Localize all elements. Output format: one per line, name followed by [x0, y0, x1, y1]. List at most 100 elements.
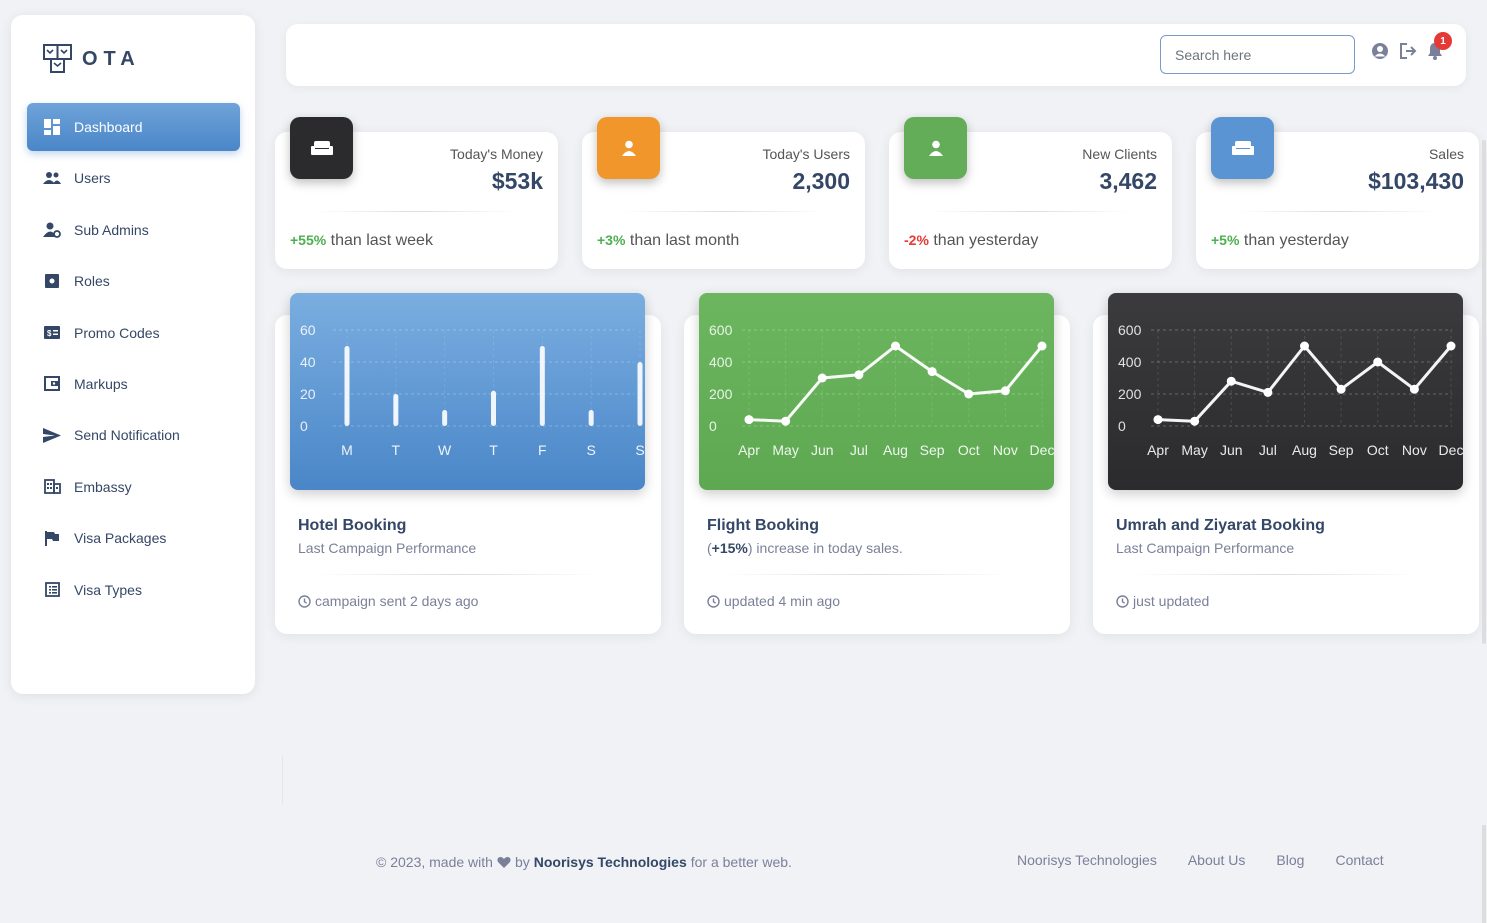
x-tick-label: M: [341, 442, 353, 458]
clock-icon: [1116, 594, 1129, 608]
data-point[interactable]: [1263, 387, 1273, 397]
umrah-booking-chart: 600 400 200 0 Apr May Jun Jul Aug Sep Oct Nov Dec: [1108, 293, 1463, 490]
y-tick-label: 600: [1118, 322, 1142, 338]
divider: [1133, 574, 1419, 575]
notification-badge: 1: [1434, 32, 1452, 50]
footer-link-noorisys[interactable]: Noorisys Technologies: [1017, 852, 1157, 868]
sidebar-item-dashboard[interactable]: Dashboard: [27, 103, 240, 151]
x-tick-label: S: [635, 442, 644, 458]
data-point[interactable]: [891, 341, 900, 351]
stat-footer: -2% than yesterday: [904, 232, 1038, 250]
by-text: by: [514, 854, 530, 870]
sidebar-item-visa-types[interactable]: Visa Types: [27, 566, 240, 614]
data-point[interactable]: [1226, 376, 1236, 386]
footer-link-contact[interactable]: Contact: [1335, 852, 1384, 868]
footer-copyright: © 2023, made with by Noorisys Technologi…: [376, 854, 792, 870]
chart-title: Hotel Booking: [298, 517, 407, 534]
data-point[interactable]: [817, 373, 827, 383]
bar[interactable]: [344, 346, 350, 426]
logout-icon[interactable]: [1399, 42, 1417, 60]
data-point[interactable]: [964, 389, 974, 399]
chart-footer-text: just updated: [1133, 593, 1210, 609]
top-navbar: 1: [286, 24, 1466, 86]
stat-change-text: than last week: [330, 232, 433, 249]
data-point[interactable]: [1037, 341, 1047, 351]
scrollbar[interactable]: [1482, 140, 1486, 644]
footer-links: Noorisys Technologies About Us Blog Cont…: [1017, 852, 1415, 868]
data-point[interactable]: [781, 416, 791, 426]
y-tick-label: 0: [1118, 418, 1126, 434]
person-icon: [597, 117, 660, 179]
bar[interactable]: [637, 362, 643, 426]
sidebar-item-users[interactable]: Users: [27, 154, 240, 202]
stat-label: New Clients: [1082, 146, 1157, 162]
y-tick-label: 0: [709, 418, 717, 434]
x-tick-label: Sep: [1329, 442, 1354, 458]
user-circle-icon[interactable]: [1371, 42, 1389, 60]
sidebar-item-sub-admins[interactable]: Sub Admins: [27, 206, 240, 254]
copyright-text: © 2023, made with: [376, 854, 493, 870]
bar[interactable]: [442, 410, 448, 426]
sidebar-item-markups[interactable]: Markups: [27, 360, 240, 408]
stat-change: +55%: [290, 232, 327, 248]
sidebar-item-promo-codes[interactable]: $ Promo Codes: [27, 309, 240, 357]
brand-name: OTA: [82, 47, 141, 70]
x-tick-label: S: [586, 442, 595, 458]
data-point[interactable]: [1300, 341, 1309, 351]
stat-value: $53k: [491, 168, 543, 194]
x-tick-label: Sep: [920, 442, 945, 458]
x-tick-label: Jul: [1259, 442, 1277, 458]
sidebar-item-label: Embassy: [74, 478, 132, 495]
stat-change: +5%: [1211, 232, 1240, 248]
y-tick-label: 200: [709, 386, 733, 402]
sidebar-item-roles[interactable]: Roles: [27, 257, 240, 305]
data-point[interactable]: [1373, 357, 1383, 367]
x-tick-label: Aug: [1292, 442, 1317, 458]
scrollbar[interactable]: [1482, 825, 1486, 923]
sidebar-item-send-notification[interactable]: Send Notification: [27, 411, 240, 459]
data-point[interactable]: [1409, 384, 1419, 394]
x-tick-label: May: [772, 442, 798, 458]
sidebar-item-label: Roles: [74, 273, 110, 290]
divider: [315, 211, 518, 212]
data-point[interactable]: [744, 415, 754, 425]
company-link[interactable]: Noorisys Technologies: [533, 854, 687, 870]
search-input[interactable]: [1160, 35, 1355, 74]
data-point[interactable]: [1153, 415, 1163, 425]
chart-subtitle-highlight: +15%: [711, 540, 748, 556]
stat-card-todays-users: Today's Users 2,300 +3% than last month: [582, 117, 865, 269]
stat-value: 3,462: [1099, 168, 1157, 194]
data-point[interactable]: [927, 367, 937, 377]
data-point[interactable]: [1000, 386, 1010, 396]
stat-value: $103,430: [1368, 168, 1464, 194]
bar[interactable]: [491, 390, 496, 426]
footer-link-about-us[interactable]: About Us: [1187, 852, 1246, 868]
sidebar-item-visa-packages[interactable]: Visa Packages: [27, 514, 240, 562]
bar[interactable]: [539, 346, 545, 426]
data-point[interactable]: [1336, 384, 1346, 394]
stat-label: Today's Users: [762, 146, 850, 162]
chart-subtitle: Last Campaign Performance: [1116, 540, 1295, 556]
y-tick-label: 200: [1118, 386, 1142, 402]
x-tick-label: Apr: [1147, 442, 1169, 458]
weekend-icon: [290, 117, 353, 179]
send-icon: [43, 426, 61, 444]
divider: [1236, 211, 1439, 212]
chart-title: Umrah and Ziyarat Booking: [1116, 517, 1325, 534]
chart-footer: just updated: [1116, 593, 1209, 609]
data-point[interactable]: [1190, 416, 1200, 426]
y-tick-label: 20: [300, 386, 316, 402]
data-point[interactable]: [854, 370, 864, 380]
bar[interactable]: [393, 394, 399, 426]
x-tick-label: Jun: [811, 442, 834, 458]
sidebar-item-embassy[interactable]: Embassy: [27, 463, 240, 511]
sub-admins-icon: [43, 221, 61, 239]
x-tick-label: W: [438, 442, 452, 458]
x-tick-label: Aug: [883, 442, 908, 458]
brand[interactable]: OTA: [43, 44, 141, 74]
footer-link-blog[interactable]: Blog: [1276, 852, 1305, 868]
bar[interactable]: [588, 410, 594, 426]
sidebar-item-label: Visa Types: [74, 581, 142, 598]
stat-label: Today's Money: [450, 146, 543, 162]
data-point[interactable]: [1446, 341, 1456, 351]
